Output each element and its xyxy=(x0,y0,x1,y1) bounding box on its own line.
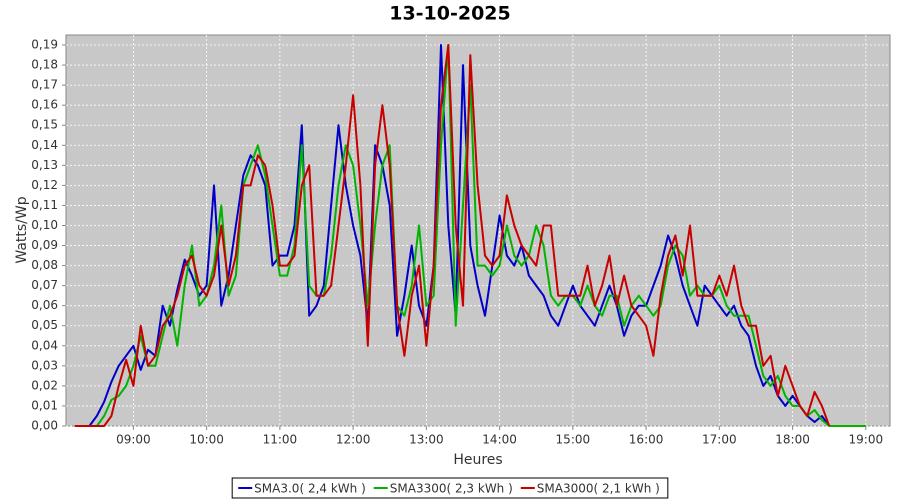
y-tick-label: 0,17 xyxy=(31,78,58,92)
y-tick-label: 0,16 xyxy=(31,98,58,112)
y-tick-label: 0,10 xyxy=(31,218,58,232)
x-tick-label: 12:00 xyxy=(336,433,371,447)
y-tick-label: 0,14 xyxy=(31,138,58,152)
x-tick-label: 16:00 xyxy=(629,433,664,447)
x-tick-label: 09:00 xyxy=(116,433,151,447)
x-tick-label: 10:00 xyxy=(189,433,224,447)
plot-area xyxy=(65,34,891,427)
x-axis-label: Heures xyxy=(453,452,502,468)
y-tick-label: 0,08 xyxy=(31,258,58,272)
x-tick-label: 14:00 xyxy=(482,433,517,447)
y-tick-label: 0,03 xyxy=(31,358,58,372)
y-tick-label: 0,02 xyxy=(31,378,58,392)
y-tick-label: 0,13 xyxy=(31,158,58,172)
x-tick-label: 19:00 xyxy=(849,433,884,447)
legend-box xyxy=(231,477,669,499)
y-tick-label: 0,09 xyxy=(31,238,58,252)
y-tick-label: 0,19 xyxy=(31,38,58,52)
y-tick-label: 0,04 xyxy=(31,338,58,352)
legend-label: SMA3000( 2,1 kWh ) xyxy=(537,482,660,496)
x-tick-label: 18:00 xyxy=(775,433,810,447)
legend-label: SMA3300( 2,3 kWh ) xyxy=(390,482,513,496)
y-tick-label: 0,18 xyxy=(31,58,58,72)
x-tick-label: 17:00 xyxy=(702,433,737,447)
y-tick-label: 0,06 xyxy=(31,298,58,312)
y-axis-label: Watts/Wp xyxy=(14,196,30,263)
legend-label: SMA3.0( 2,4 kWh ) xyxy=(254,482,366,496)
y-tick-label: 0,11 xyxy=(31,198,58,212)
y-tick-label: 0,12 xyxy=(31,178,58,192)
x-tick-label: 11:00 xyxy=(263,433,298,447)
y-tick-label: 0,15 xyxy=(31,118,58,132)
series-line xyxy=(74,44,831,427)
legend: SMA3.0( 2,4 kWh ) SMA3300( 2,3 kWh ) SMA30… xyxy=(231,477,669,499)
chart-title: 13-10-2025 xyxy=(389,3,511,25)
y-tick-label: 0,07 xyxy=(31,278,58,292)
x-tick-label: 13:00 xyxy=(409,433,444,447)
y-tick-label: 0,05 xyxy=(31,318,58,332)
x-tick-label: 15:00 xyxy=(556,433,591,447)
y-tick-label: 0,00 xyxy=(31,419,58,433)
y-tick-label: 0,01 xyxy=(31,398,58,412)
series-line xyxy=(74,44,831,427)
